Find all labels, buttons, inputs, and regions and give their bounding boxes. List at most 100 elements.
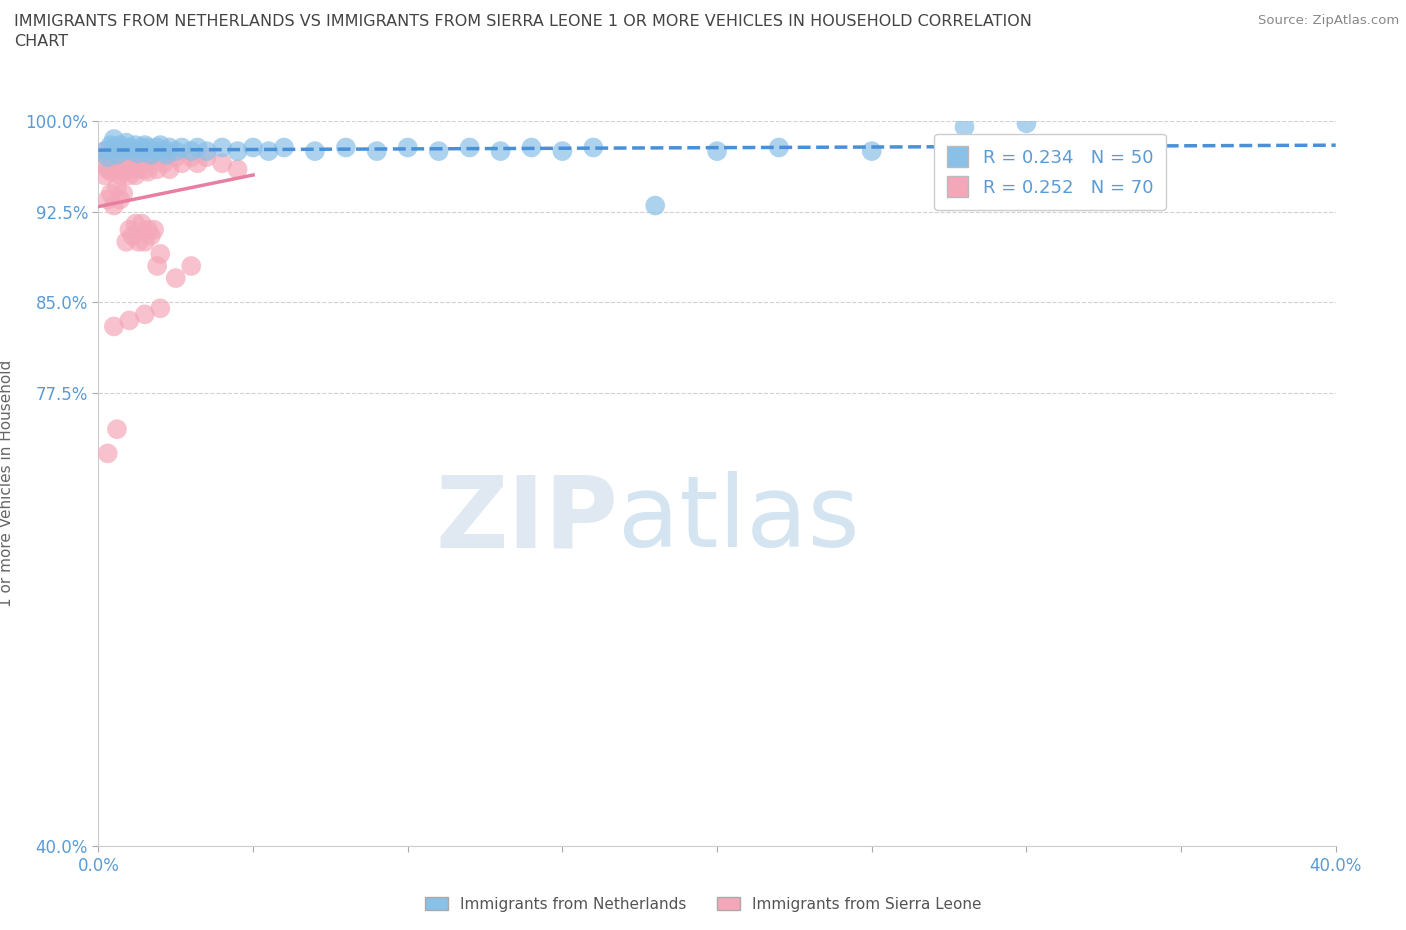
Point (366, 143, 388, 158)
Point (134, 138, 156, 153)
Point (489, 143, 512, 158)
Point (131, 140, 153, 155)
Point (273, 140, 295, 155)
Text: ZIP: ZIP (436, 472, 619, 568)
Point (108, 192, 131, 206)
Point (136, 150, 159, 165)
Point (131, 216, 153, 231)
Point (115, 147, 138, 162)
Point (105, 147, 128, 162)
Point (396, 140, 419, 155)
Point (149, 138, 172, 153)
Point (93, 143, 115, 158)
Point (149, 246, 172, 261)
Point (304, 143, 326, 158)
Point (128, 150, 150, 165)
Point (108, 143, 131, 158)
Legend: R = 0.234   N = 50, R = 0.252   N = 70: R = 0.234 N = 50, R = 0.252 N = 70 (934, 134, 1166, 209)
Point (170, 140, 193, 155)
Point (149, 150, 172, 165)
Point (195, 143, 218, 158)
Point (105, 150, 128, 165)
Point (103, 198, 125, 213)
Point (155, 143, 177, 158)
Point (186, 155, 208, 170)
Point (170, 155, 193, 170)
Text: Source: ZipAtlas.com: Source: ZipAtlas.com (1258, 14, 1399, 27)
Point (112, 143, 135, 158)
Y-axis label: 1 or more Vehicles in Household: 1 or more Vehicles in Household (0, 360, 14, 607)
Point (211, 140, 233, 155)
Point (128, 162, 150, 177)
Point (159, 140, 181, 155)
Point (257, 143, 280, 158)
Point (103, 131, 125, 146)
Point (118, 312, 141, 327)
Point (335, 140, 357, 155)
Point (93, 167, 115, 182)
Point (149, 301, 172, 316)
Point (118, 167, 141, 182)
Point (134, 234, 156, 249)
Point (953, 119, 976, 134)
Point (100, 138, 122, 153)
Point (134, 307, 156, 322)
Point (165, 150, 187, 165)
Point (124, 138, 146, 153)
Point (105, 422, 128, 437)
Point (152, 143, 174, 158)
Point (146, 140, 169, 155)
Text: atlas: atlas (619, 472, 859, 568)
Point (226, 162, 249, 177)
Point (860, 143, 883, 158)
Point (146, 259, 169, 273)
Point (128, 146, 150, 161)
Point (551, 143, 574, 158)
Point (134, 162, 156, 177)
Point (112, 150, 135, 165)
Point (195, 150, 218, 165)
Point (124, 216, 146, 231)
Point (136, 222, 159, 237)
Point (105, 162, 128, 177)
Point (136, 165, 159, 179)
Point (165, 271, 187, 286)
Point (121, 229, 143, 244)
Point (458, 140, 481, 155)
Point (97, 150, 120, 165)
Point (155, 147, 177, 162)
Point (100, 165, 122, 179)
Point (139, 147, 162, 162)
Point (139, 229, 162, 244)
Point (139, 147, 162, 162)
Point (115, 162, 138, 177)
Point (143, 143, 166, 158)
Point (768, 140, 790, 155)
Point (105, 179, 128, 194)
Text: IMMIGRANTS FROM NETHERLANDS VS IMMIGRANTS FROM SIERRA LEONE 1 OR MORE VEHICLES I: IMMIGRANTS FROM NETHERLANDS VS IMMIGRANT… (14, 14, 1032, 48)
Point (143, 143, 166, 158)
Point (180, 150, 202, 165)
Point (118, 143, 141, 158)
Point (143, 222, 166, 237)
Point (103, 147, 125, 162)
Point (103, 319, 125, 334)
Point (136, 140, 159, 155)
Point (124, 167, 146, 182)
Point (180, 143, 202, 158)
Point (124, 143, 146, 158)
Point (121, 150, 143, 165)
Point (186, 140, 208, 155)
Point (180, 259, 202, 273)
Point (226, 143, 249, 158)
Point (134, 143, 156, 158)
Point (97, 150, 120, 165)
Point (103, 140, 125, 155)
Point (108, 138, 131, 153)
Point (90, 155, 112, 170)
Legend: Immigrants from Netherlands, Immigrants from Sierra Leone: Immigrants from Netherlands, Immigrants … (419, 890, 987, 918)
Point (582, 140, 605, 155)
Point (159, 162, 181, 177)
Point (97, 162, 120, 177)
Point (644, 198, 666, 213)
